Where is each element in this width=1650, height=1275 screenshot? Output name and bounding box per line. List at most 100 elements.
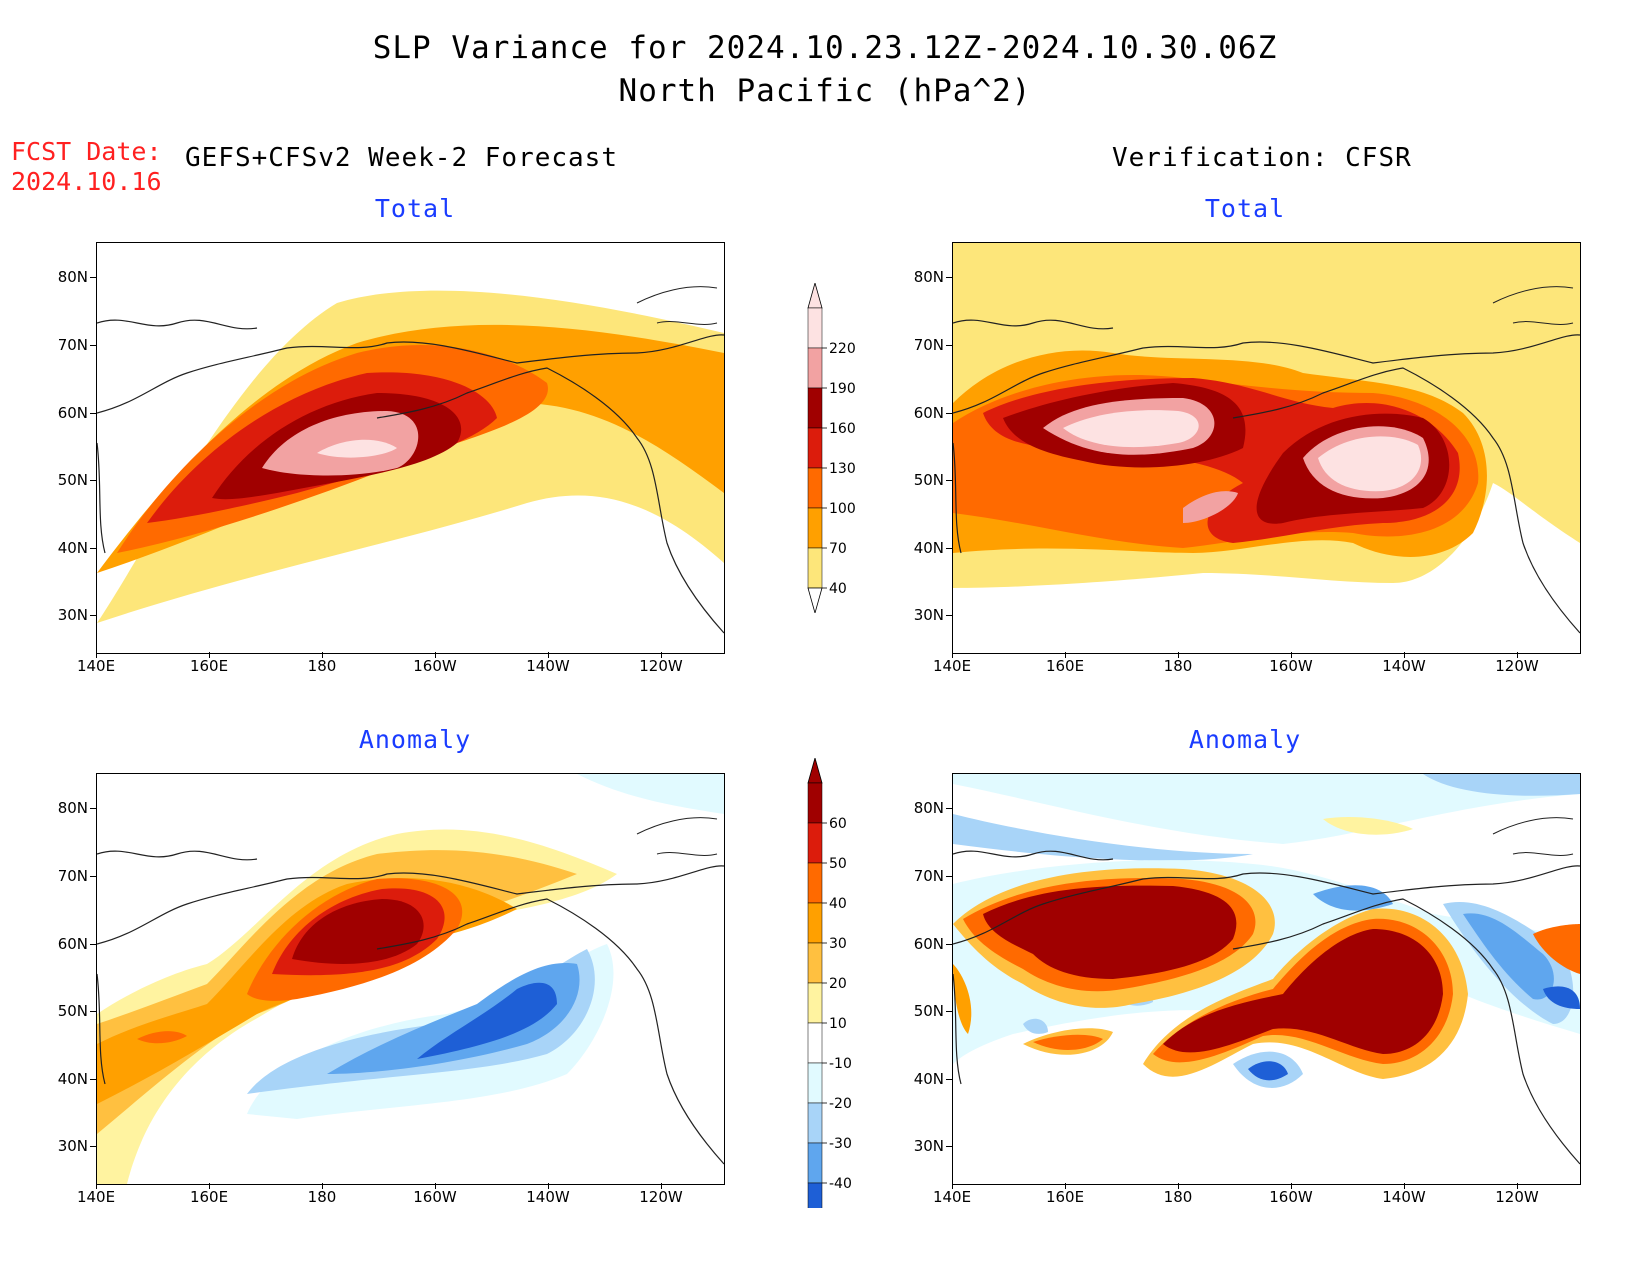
lon-tick-verification-total <box>1291 652 1292 658</box>
lat-label-verification-anomaly: 70N <box>913 867 944 885</box>
lon-label-verification-anomaly: 160W <box>1269 1188 1313 1206</box>
lon-label-verification-anomaly: 120W <box>1495 1188 1539 1206</box>
lat-tick-verification-anomaly <box>946 1011 952 1012</box>
panel-title-forecast-total: Total <box>374 194 456 223</box>
lon-label-forecast-total: 140W <box>526 657 570 675</box>
lat-tick-verification-total <box>946 615 952 616</box>
lon-tick-forecast-anomaly <box>96 1183 97 1189</box>
lat-tick-forecast-total <box>90 615 96 616</box>
lon-tick-forecast-total <box>209 652 210 658</box>
lat-tick-verification-total <box>946 345 952 346</box>
colorbar-total-label: 130 <box>829 461 856 477</box>
colorbar-anomaly-label: -10 <box>829 1056 852 1072</box>
lon-tick-verification-total <box>1178 652 1179 658</box>
lon-tick-forecast-total <box>435 652 436 658</box>
lat-label-forecast-total: 60N <box>57 404 88 422</box>
lon-label-forecast-anomaly: 120W <box>639 1188 683 1206</box>
colorbar-anomaly-label: 40 <box>829 896 847 912</box>
colorbar-anomaly: 60 50 40 30 20 10 -10 -20 -30 -40 <box>803 756 903 1250</box>
colorbar-total-label: 190 <box>829 381 856 397</box>
lon-label-forecast-total: 160E <box>189 657 229 675</box>
forecast-header: GEFS+CFSv2 Week-2 Forecast <box>185 143 618 173</box>
colorbar-anomaly-swatch <box>807 1182 823 1224</box>
map-forecast-total <box>96 242 725 654</box>
colorbar-total-swatch <box>807 547 823 589</box>
map-forecast-anomaly <box>96 773 725 1185</box>
lon-label-verification-anomaly: 180 <box>1163 1188 1193 1206</box>
lat-tick-verification-anomaly <box>946 1079 952 1080</box>
colorbar-total-swatch <box>807 307 823 349</box>
colorbar-total-swatch <box>807 427 823 469</box>
lat-label-forecast-anomaly: 80N <box>57 799 88 817</box>
lon-tick-forecast-total <box>322 652 323 658</box>
colorbar-anomaly-swatch <box>807 942 823 984</box>
fcst-date-label: FCST Date: <box>11 137 162 166</box>
lon-tick-verification-total <box>952 652 953 658</box>
colorbar-anomaly-swatch <box>807 902 823 944</box>
lat-tick-forecast-anomaly <box>90 876 96 877</box>
colorbar-total-swatch <box>807 387 823 429</box>
lat-label-forecast-anomaly: 30N <box>57 1137 88 1155</box>
lat-label-forecast-total: 80N <box>57 268 88 286</box>
lat-tick-forecast-anomaly <box>90 1146 96 1147</box>
lon-tick-forecast-anomaly <box>548 1183 549 1189</box>
lat-label-verification-anomaly: 50N <box>913 1002 944 1020</box>
lat-tick-verification-total <box>946 480 952 481</box>
lon-tick-verification-total <box>1404 652 1405 658</box>
lon-tick-verification-anomaly <box>1517 1183 1518 1189</box>
colorbar-anomaly-label: 50 <box>829 856 847 872</box>
colorbar-anomaly-label: 60 <box>829 816 847 832</box>
lat-tick-forecast-total <box>90 413 96 414</box>
lat-label-verification-total: 40N <box>913 539 944 557</box>
colorbar-anomaly-swatch <box>807 982 823 1024</box>
lon-label-verification-anomaly: 160E <box>1045 1188 1085 1206</box>
lon-label-forecast-total: 140E <box>76 657 116 675</box>
lon-tick-verification-anomaly <box>1291 1183 1292 1189</box>
lon-label-verification-total: 140W <box>1382 657 1426 675</box>
lat-label-verification-anomaly: 30N <box>913 1137 944 1155</box>
lon-tick-forecast-total <box>96 652 97 658</box>
colorbar-anomaly-swatch <box>807 1022 823 1064</box>
lat-label-forecast-total: 40N <box>57 539 88 557</box>
lat-tick-forecast-total <box>90 277 96 278</box>
lat-label-verification-total: 60N <box>913 404 944 422</box>
colorbar-total-label: 70 <box>829 541 847 557</box>
lon-tick-forecast-total <box>661 652 662 658</box>
lat-label-forecast-anomaly: 70N <box>57 867 88 885</box>
panel-title-verification-total: Total <box>1204 194 1286 223</box>
lon-tick-forecast-anomaly <box>209 1183 210 1189</box>
lat-label-verification-anomaly: 60N <box>913 935 944 953</box>
lat-tick-verification-total <box>946 277 952 278</box>
colorbar-anomaly-swatch <box>807 862 823 904</box>
lon-label-forecast-anomaly: 180 <box>307 1188 337 1206</box>
colorbar-total-label: 160 <box>829 421 856 437</box>
colorbar-total-bottom-arrow <box>807 587 823 615</box>
lon-tick-forecast-anomaly <box>661 1183 662 1189</box>
panel-title-verification-anomaly: Anomaly <box>1188 725 1302 754</box>
main-title: SLP Variance for 2024.10.23.12Z-2024.10.… <box>372 30 1278 66</box>
lon-label-forecast-anomaly: 140E <box>76 1188 116 1206</box>
colorbar-total-label: 40 <box>829 581 847 597</box>
colorbar-anomaly-label: 10 <box>829 1016 847 1032</box>
lat-tick-forecast-anomaly <box>90 1079 96 1080</box>
lat-label-verification-total: 80N <box>913 268 944 286</box>
lon-label-forecast-total: 160W <box>413 657 457 675</box>
lon-tick-forecast-total <box>548 652 549 658</box>
lon-tick-verification-anomaly <box>1404 1183 1405 1189</box>
colorbar-anomaly-top-arrow <box>807 756 823 784</box>
lat-label-forecast-anomaly: 60N <box>57 935 88 953</box>
colorbar-anomaly-label: 30 <box>829 936 847 952</box>
lon-label-verification-total: 120W <box>1495 657 1539 675</box>
colorbar-total-top-arrow <box>807 281 823 309</box>
colorbar-total-swatch <box>807 467 823 509</box>
lat-tick-verification-anomaly <box>946 944 952 945</box>
colorbar-total: 220 190 160 130 100 70 40 <box>803 281 903 615</box>
lat-label-forecast-total: 30N <box>57 606 88 624</box>
lat-tick-verification-anomaly <box>946 876 952 877</box>
lon-label-verification-anomaly: 140E <box>932 1188 972 1206</box>
colorbar-total-label: 100 <box>829 501 856 517</box>
map-verification-anomaly <box>952 773 1581 1185</box>
lon-tick-forecast-anomaly <box>322 1183 323 1189</box>
lon-tick-verification-anomaly <box>952 1183 953 1189</box>
lat-label-forecast-total: 50N <box>57 471 88 489</box>
